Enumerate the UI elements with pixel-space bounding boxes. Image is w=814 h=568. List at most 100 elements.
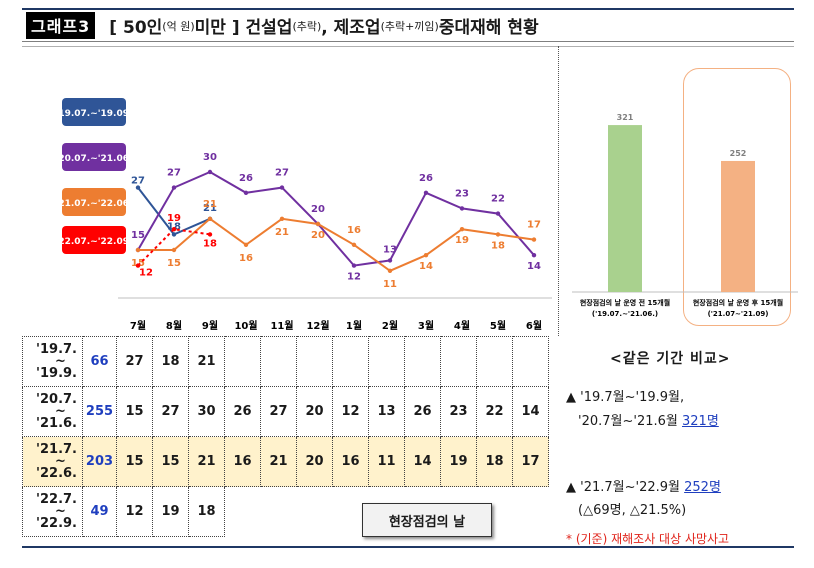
data-label: 20: [311, 230, 325, 241]
data-point: [171, 185, 177, 190]
legend-item: '22.07.~'22.09.: [56, 226, 132, 254]
month-cell: 27: [152, 386, 189, 437]
data-point: [135, 185, 141, 190]
x-tick-label: 4월: [454, 320, 470, 332]
data-point: [243, 242, 249, 247]
period-line: '22.7.: [36, 491, 77, 507]
data-label: 27: [167, 168, 181, 179]
title-part-d: 중대재해 현황: [438, 18, 539, 38]
month-cell: 18: [188, 486, 225, 537]
data-point: [279, 185, 285, 190]
month-cell: 26: [404, 386, 441, 437]
month-cell: 12: [332, 386, 369, 437]
total-cell: 255: [82, 386, 117, 437]
data-point: [531, 253, 537, 258]
data-label: 27: [131, 176, 145, 187]
month-cell: [368, 336, 405, 387]
month-cell: 19: [440, 436, 477, 487]
month-cell: 21: [260, 436, 297, 487]
data-point: [207, 216, 213, 221]
legend-box: [62, 188, 126, 216]
bar-value-label: 252: [730, 149, 747, 158]
bar: [721, 160, 755, 292]
data-point: [459, 227, 465, 232]
month-cell: 16: [224, 436, 261, 487]
comparison-note: * (기준) 재해조사 대상 사망사고: [566, 532, 730, 546]
data-point: [243, 190, 249, 195]
month-cell: 27: [116, 336, 153, 387]
title-part-c: , 제조업: [321, 18, 381, 38]
series-line: [138, 217, 535, 272]
month-cell: 13: [368, 386, 405, 437]
data-label: 27: [275, 168, 289, 179]
data-point: [495, 211, 501, 216]
month-cell: 26: [224, 386, 261, 437]
month-cell: [512, 336, 549, 387]
month-cell: [476, 336, 513, 387]
period-line: ~: [55, 403, 66, 419]
bar-value-label: 321: [617, 113, 634, 122]
period-cell: '20.7. ~ '21.6.: [22, 386, 83, 437]
data-table: '19.7. ~ '19.9. 66 27 18 21'20.7. ~ '21.6. 255 15 2…: [22, 336, 549, 537]
legend-label: '20.07.~'21.06.: [56, 154, 133, 164]
period-line: ~: [55, 503, 66, 519]
month-cell: [404, 336, 441, 387]
data-label: 19: [455, 235, 469, 246]
legend-box: [62, 98, 126, 126]
period-line: '22.9.: [36, 515, 77, 531]
data-point: [495, 232, 501, 237]
comparison-title: <같은 기간 비교>: [610, 351, 731, 367]
graph-badge: 그래프3: [26, 12, 96, 39]
period-line: ~: [55, 453, 66, 469]
x-tick-label: 6월: [526, 320, 542, 332]
bar: [608, 125, 642, 292]
data-label: 18: [167, 221, 181, 232]
data-point: [387, 258, 393, 263]
data-label: 11: [383, 279, 397, 290]
title-part-b: 미만 ] 건설업: [194, 18, 293, 38]
legend-item: '21.07.~'22.06.: [56, 188, 133, 216]
table-row: '20.7. ~ '21.6. 255 15 27 30 26 27 20 12 13 26 23 22 14: [22, 386, 549, 437]
month-cell: 14: [404, 436, 441, 487]
period-line: '21.7.: [36, 441, 77, 457]
month-cell: 17: [512, 436, 549, 487]
data-label: 14: [419, 261, 433, 272]
legend-box: [62, 143, 126, 171]
data-label: 18: [491, 240, 505, 251]
data-point: [207, 169, 213, 175]
month-cell: 11: [368, 436, 405, 487]
month-cell: [260, 336, 297, 387]
content-frame: [22, 46, 794, 548]
data-point: [315, 221, 321, 227]
inspection-day-label: 현장점검의 날: [362, 503, 492, 537]
data-label: 16: [347, 225, 361, 236]
month-cell: 15: [116, 386, 153, 437]
month-cell: 15: [152, 436, 189, 487]
data-point: [279, 216, 285, 221]
data-label: 26: [239, 173, 253, 184]
data-point: [135, 263, 141, 268]
after-period-highlight: [683, 68, 791, 326]
x-tick-label: 1월: [346, 320, 362, 332]
month-cell: 18: [476, 436, 513, 487]
total-cell: 203: [82, 436, 117, 487]
period-line: '19.7.: [36, 341, 77, 357]
comparison-item2-line2: (△69명, △21.5%): [578, 503, 687, 518]
month-cell: 12: [116, 486, 153, 537]
data-label: 21: [275, 227, 289, 238]
table-row: '21.7. ~ '22.6. 203 15 15 21 16 21 20 16 11 14 19 18 17: [22, 436, 549, 487]
x-tick-label: 5월: [490, 320, 506, 332]
month-cell: [332, 336, 369, 387]
x-tick-label: 9월: [202, 320, 218, 332]
data-label: 16: [239, 253, 253, 264]
title-part-c-small: (추락+끼임): [380, 19, 439, 33]
data-label: 23: [455, 188, 469, 199]
bar-category-label: 현장점검의 날 운영 전 15개월: [580, 298, 670, 307]
bar-chart: 321 현장점검의 날 운영 전 15개월 ('19.07.~'21.06.) 252…: [572, 113, 798, 318]
legend-item: '20.07.~'21.06.: [56, 143, 133, 171]
legend-item: '19.07.~'19.09.: [56, 98, 132, 126]
chart-divider: [558, 46, 559, 336]
legend-label: '21.07.~'22.06.: [56, 199, 133, 209]
period-cell: '19.7. ~ '19.9.: [22, 336, 83, 387]
comparison-item2-line1: ▲ '21.7월~'22.9월 252명: [566, 476, 721, 495]
